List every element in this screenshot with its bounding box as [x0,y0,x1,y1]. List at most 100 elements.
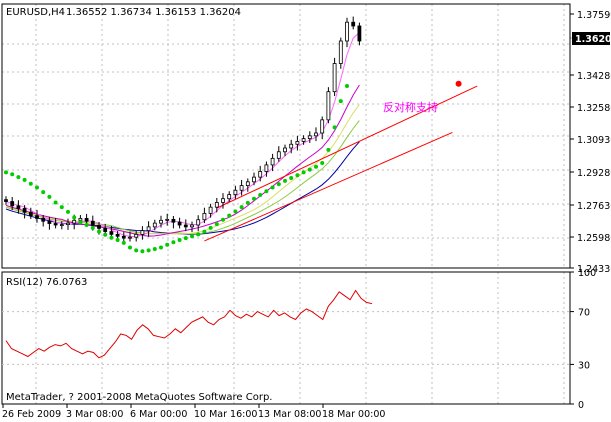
rsi-tick-30-label: 30 [578,360,590,371]
ma-fast-line [5,32,360,237]
time-tick-label: 18 Mar 00:00 [322,409,385,420]
sar-dot [190,234,194,239]
candle-body [214,202,219,208]
sar-dot [103,232,108,237]
candle-body [270,157,275,166]
candle-body [115,233,120,237]
sar-dot [276,182,281,187]
candle-body [28,211,33,217]
candle-body [78,218,83,221]
sar-dot [345,84,349,89]
candle-body [22,208,27,213]
candle-body [208,206,213,214]
sar-dot [109,235,114,240]
sar-dot [270,185,275,190]
sar-dot [258,192,263,197]
sar-dot [314,164,318,169]
sar-dot [239,205,244,210]
sar-dot [84,223,89,228]
candle-body [289,143,294,149]
current-price-box [572,32,610,45]
annotation-label: 反对称支持 [383,100,438,114]
candle-body [128,236,132,239]
sar-dot [202,229,207,234]
price-tick-label: 1.37590 [577,10,611,21]
sar-dot [90,225,95,230]
sar-dot [115,238,120,243]
time-tick-label: 6 Mar 00:00 [130,409,187,420]
candle-body [283,147,287,153]
sar-dot [41,190,46,195]
candle-body [97,224,101,229]
grid [2,4,570,404]
sar-dot [59,205,64,210]
price-tick-label: 1.27630 [577,201,611,212]
sar-dot [233,209,238,214]
sar-dot [146,248,151,253]
sar-dot [128,245,132,250]
candle-body [221,198,225,203]
candle-body [258,171,263,178]
sar-dot [283,178,287,183]
sar-dot [214,222,219,227]
candle-body [239,185,244,191]
candle-body [295,141,300,145]
candle-body [159,219,163,224]
copyright-text: MetaTrader, ? 2001-2008 MetaQuotes Softw… [6,392,272,403]
sar-dot [295,173,300,178]
candle-body [41,218,46,222]
sar-dot [78,220,83,225]
candle-body [59,224,64,227]
time-axis: 26 Feb 2009 3 Mar 08:00 6 Mar 00:00 10 Mar … [2,404,385,420]
candle-body [10,201,15,207]
candle-body [84,218,89,222]
channel-lower-line [204,131,453,242]
time-tick-label: 13 Mar 08:00 [258,409,321,420]
price-pane-border [1,3,571,269]
rsi-pane-border [1,271,571,405]
candle-body [357,25,362,42]
price-tick-label: 1.34280 [577,71,611,82]
candle-body [4,199,8,202]
candle-body [165,218,170,221]
current-price-label: 1.36204 [575,34,611,45]
sar-dot [177,238,182,243]
sar-dot [196,232,201,237]
candlesticks [4,16,362,245]
sar-dot [332,125,337,130]
time-tick-label: 3 Mar 08:00 [66,409,123,420]
candle-body [72,219,77,224]
candle-body [121,235,126,239]
sar-dot [47,194,52,199]
rsi-tick-100-label: 100 [578,268,596,279]
candle-body [177,221,182,226]
sar-dot [183,236,188,241]
sar-dot [165,242,170,247]
parabolic-sar [4,84,349,254]
candle-body [103,227,108,232]
candle-body [183,224,188,228]
sar-dot [140,249,145,254]
sar-dot [53,200,58,205]
rsi-axis: 100 70 30 0 [2,268,596,411]
candle-body [47,220,52,224]
sar-dot [134,248,139,253]
sar-dot [22,177,27,182]
sar-dot [301,170,306,175]
candle-body [140,230,145,235]
sar-dot [10,172,15,177]
sar-dot [28,181,33,186]
price-pane [4,16,576,254]
candle-body [134,233,139,238]
rsi-label: RSI(12) 76.0763 [6,277,87,288]
candle-body [332,63,337,93]
candle-body [171,218,176,223]
price-axis: 1.37590 1.34280 1.32580 1.30930 1.29280 1.276… [570,10,611,275]
candle-body [227,194,232,200]
candle-body [190,224,194,228]
candle-body [252,176,256,183]
rsi-tick-0-label: 0 [578,400,584,411]
candle-body [314,132,318,137]
symbol-label: EURUSD,H4 [6,7,65,18]
